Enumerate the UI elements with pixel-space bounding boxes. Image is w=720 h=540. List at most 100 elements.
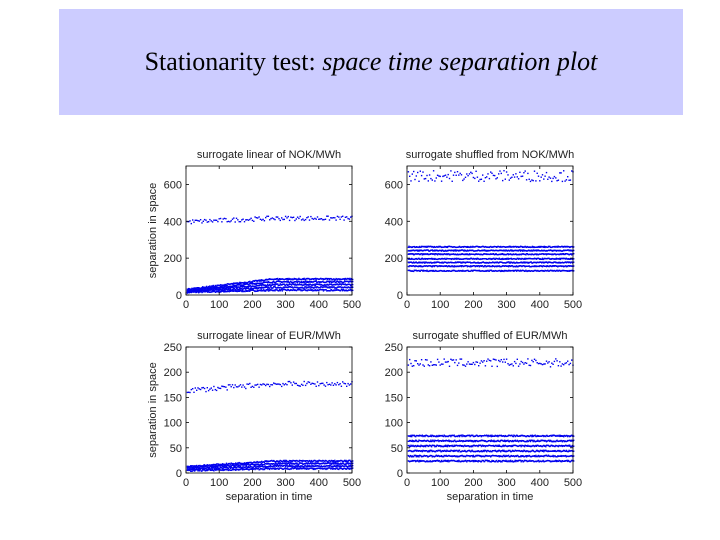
data-point [252, 282, 254, 285]
data-point [224, 465, 226, 467]
data-point [251, 219, 254, 222]
data-point [287, 280, 289, 283]
data-point [295, 463, 297, 465]
data-point [419, 459, 421, 462]
data-point [480, 461, 483, 463]
data-point [423, 262, 425, 264]
data-point [232, 287, 234, 289]
data-point [336, 381, 339, 384]
data-point [499, 170, 501, 172]
data-point [515, 266, 517, 268]
data-point [465, 258, 467, 260]
data-point [421, 257, 423, 259]
data-point [502, 257, 504, 260]
data-point [335, 287, 337, 289]
data-point [431, 266, 433, 268]
data-point [281, 290, 283, 292]
data-point [423, 178, 425, 180]
data-point [329, 278, 331, 280]
data-point [507, 253, 509, 255]
data-point [242, 288, 244, 290]
data-point [428, 270, 431, 272]
data-point [457, 460, 459, 463]
data-point [243, 221, 246, 223]
data-point [316, 461, 318, 463]
data-point [232, 289, 234, 291]
data-point [500, 269, 502, 272]
data-point [297, 278, 299, 280]
data-point [279, 288, 281, 291]
data-point [266, 461, 268, 463]
data-point [298, 284, 300, 286]
data-point [442, 175, 444, 178]
data-point [340, 385, 343, 387]
data-point [337, 278, 339, 280]
data-point [260, 290, 262, 292]
data-point [240, 289, 242, 292]
data-point [232, 285, 234, 287]
data-point [314, 383, 316, 385]
data-point [306, 465, 309, 467]
data-point [528, 178, 530, 180]
data-point [459, 261, 461, 263]
data-point [247, 461, 249, 464]
data-point [308, 465, 310, 467]
data-point [313, 284, 315, 286]
data-point [348, 218, 351, 220]
data-point [193, 289, 195, 291]
data-point [335, 281, 337, 284]
data-point [452, 174, 455, 176]
data-point [288, 278, 291, 280]
data-point [255, 279, 258, 282]
y-tick-label: 400 [385, 216, 403, 228]
data-point [505, 265, 508, 267]
data-point [430, 265, 432, 267]
data-point [296, 289, 298, 292]
data-point [301, 460, 303, 463]
data-point [298, 463, 300, 465]
data-point [520, 461, 522, 463]
data-point [505, 253, 508, 256]
data-point [248, 469, 250, 471]
data-point [210, 220, 212, 222]
data-point [428, 460, 431, 463]
data-point [201, 470, 203, 472]
data-point [337, 284, 339, 286]
data-point [315, 279, 317, 281]
data-point [199, 219, 202, 221]
data-point [332, 468, 334, 470]
data-point [211, 467, 213, 470]
data-point [207, 465, 209, 468]
data-point [188, 391, 190, 393]
data-point [213, 468, 216, 470]
data-point [504, 250, 506, 252]
data-point [208, 286, 210, 288]
data-point [292, 459, 295, 462]
data-point [444, 459, 447, 462]
x-tick-label: 300 [497, 299, 515, 311]
data-point [290, 278, 293, 280]
data-point [439, 175, 441, 178]
data-point [226, 466, 228, 469]
data-point [342, 381, 344, 383]
data-point [246, 383, 248, 385]
data-point [409, 456, 411, 458]
data-point [323, 289, 325, 291]
data-point [275, 464, 277, 467]
data-point [478, 454, 481, 457]
data-point [543, 178, 545, 180]
data-point [298, 385, 300, 387]
data-point [296, 288, 299, 291]
data-point [454, 171, 456, 174]
data-point [473, 265, 475, 267]
data-point [275, 281, 277, 284]
data-point [249, 288, 251, 290]
data-point [284, 215, 287, 218]
data-point [344, 463, 347, 465]
data-point [337, 460, 339, 462]
data-point [441, 261, 443, 263]
data-point [271, 217, 274, 219]
data-point [237, 462, 239, 464]
data-point [247, 383, 250, 385]
data-point [335, 288, 337, 291]
